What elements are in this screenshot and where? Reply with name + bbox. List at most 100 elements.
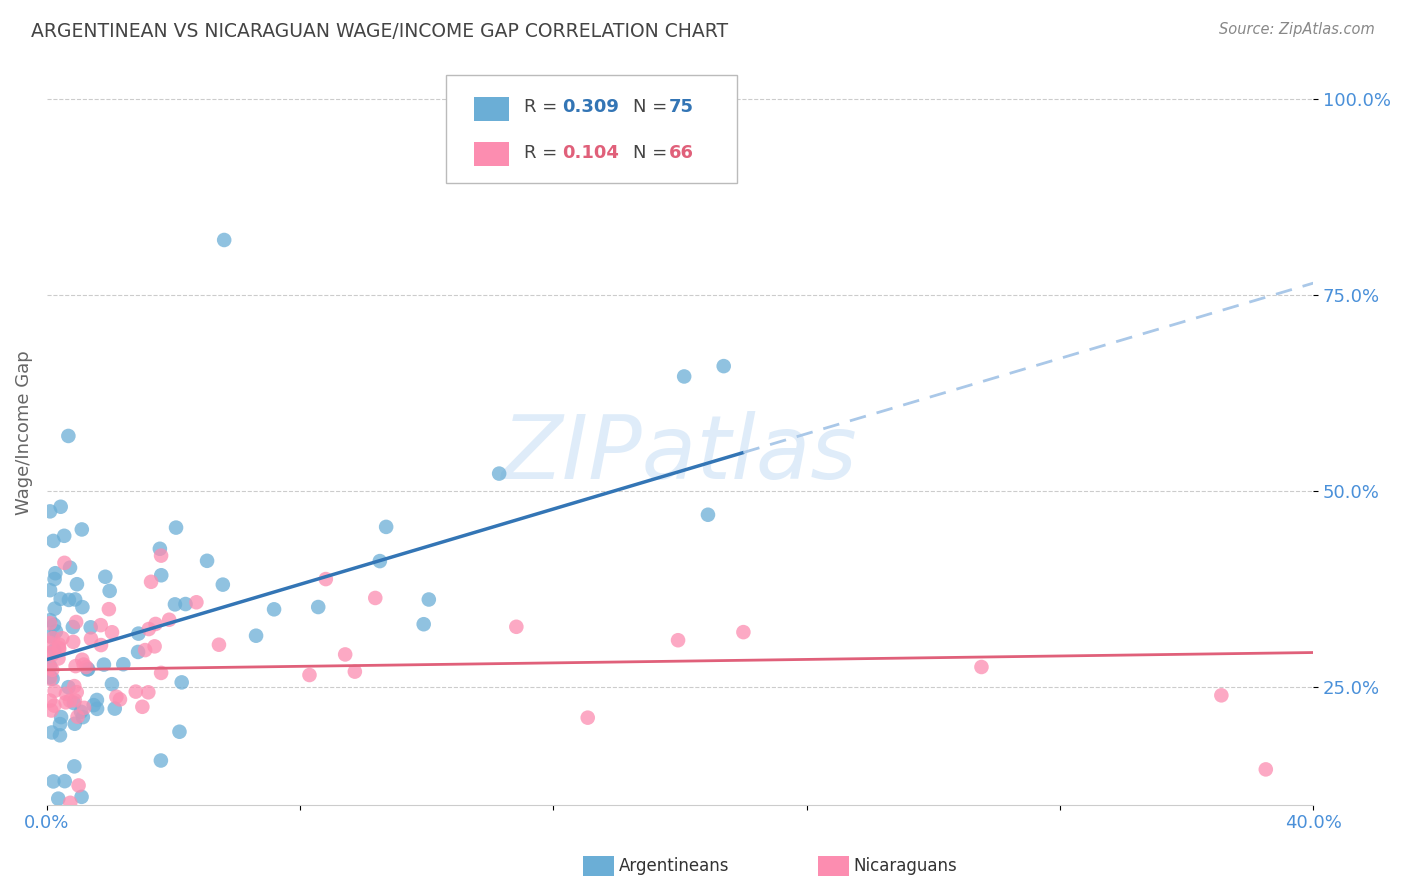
Point <box>375 520 398 534</box>
Point <box>418 592 440 607</box>
Point <box>170 675 193 690</box>
Point <box>112 657 135 672</box>
Point <box>58 680 80 694</box>
Point <box>138 685 160 699</box>
Point <box>733 625 755 640</box>
Text: N =: N = <box>633 98 673 116</box>
FancyBboxPatch shape <box>446 75 737 183</box>
Point <box>72 600 94 615</box>
Point <box>165 520 187 534</box>
Point <box>174 597 197 611</box>
Point <box>53 774 76 789</box>
Point <box>70 523 93 537</box>
Point <box>42 533 65 548</box>
Point <box>105 690 128 704</box>
Point <box>307 600 329 615</box>
Point <box>59 560 82 574</box>
Point <box>101 625 124 640</box>
Point <box>46 791 69 805</box>
Point <box>90 618 112 632</box>
Point <box>75 660 97 674</box>
Text: R =: R = <box>524 98 564 116</box>
Point <box>63 716 86 731</box>
Point <box>76 662 98 676</box>
Point <box>39 704 62 718</box>
Point <box>44 684 66 698</box>
Text: 0.309: 0.309 <box>562 98 619 116</box>
Point <box>169 724 191 739</box>
Point <box>364 591 387 605</box>
Text: Source: ZipAtlas.com: Source: ZipAtlas.com <box>1219 22 1375 37</box>
Point <box>80 632 103 646</box>
Point <box>108 692 131 706</box>
Text: 66: 66 <box>669 144 693 161</box>
Point <box>67 779 90 793</box>
Point <box>49 500 72 514</box>
Point <box>39 629 62 643</box>
Point <box>59 693 82 707</box>
Point <box>86 702 108 716</box>
Point <box>63 679 86 693</box>
Point <box>125 684 148 698</box>
Point <box>150 549 173 563</box>
Point <box>77 662 100 676</box>
Point <box>49 591 72 606</box>
Point <box>65 615 87 629</box>
Point <box>211 577 233 591</box>
Point <box>44 572 66 586</box>
Point <box>49 710 72 724</box>
Point <box>335 648 357 662</box>
Point <box>48 651 70 665</box>
Point <box>139 574 162 589</box>
Point <box>44 698 66 713</box>
Point <box>970 660 993 674</box>
Point <box>315 572 337 586</box>
Text: ZIPatlas: ZIPatlas <box>502 411 858 498</box>
Point <box>150 665 173 680</box>
Point <box>39 672 62 686</box>
Point <box>127 626 149 640</box>
Point <box>131 699 153 714</box>
Point <box>263 602 285 616</box>
Point <box>505 620 527 634</box>
Point <box>55 687 77 701</box>
Point <box>713 359 735 373</box>
Point <box>73 657 96 672</box>
Point <box>63 693 86 707</box>
Point <box>45 624 67 639</box>
Point <box>41 725 63 739</box>
Point <box>42 631 65 645</box>
Point <box>90 638 112 652</box>
Text: Argentineans: Argentineans <box>619 857 730 875</box>
Text: N =: N = <box>633 144 673 161</box>
Point <box>39 504 62 518</box>
Point <box>412 617 434 632</box>
Point <box>39 646 62 660</box>
Point <box>195 554 218 568</box>
Point <box>70 653 93 667</box>
Point <box>97 602 120 616</box>
Point <box>245 629 267 643</box>
Point <box>343 665 366 679</box>
Point <box>41 663 63 677</box>
Point <box>98 583 121 598</box>
Point <box>49 728 72 742</box>
Point <box>65 659 87 673</box>
Point <box>44 643 66 657</box>
Point <box>73 701 96 715</box>
Text: 75: 75 <box>669 98 693 116</box>
Point <box>83 698 105 713</box>
Point <box>488 467 510 481</box>
Point <box>39 636 62 650</box>
Text: 0.104: 0.104 <box>562 144 619 161</box>
Point <box>79 620 101 634</box>
Point <box>39 616 62 631</box>
FancyBboxPatch shape <box>474 96 509 120</box>
Point <box>39 583 62 598</box>
Point <box>208 638 231 652</box>
Point <box>48 638 70 652</box>
Point <box>143 640 166 654</box>
Point <box>70 789 93 804</box>
Point <box>134 643 156 657</box>
Point <box>697 508 720 522</box>
